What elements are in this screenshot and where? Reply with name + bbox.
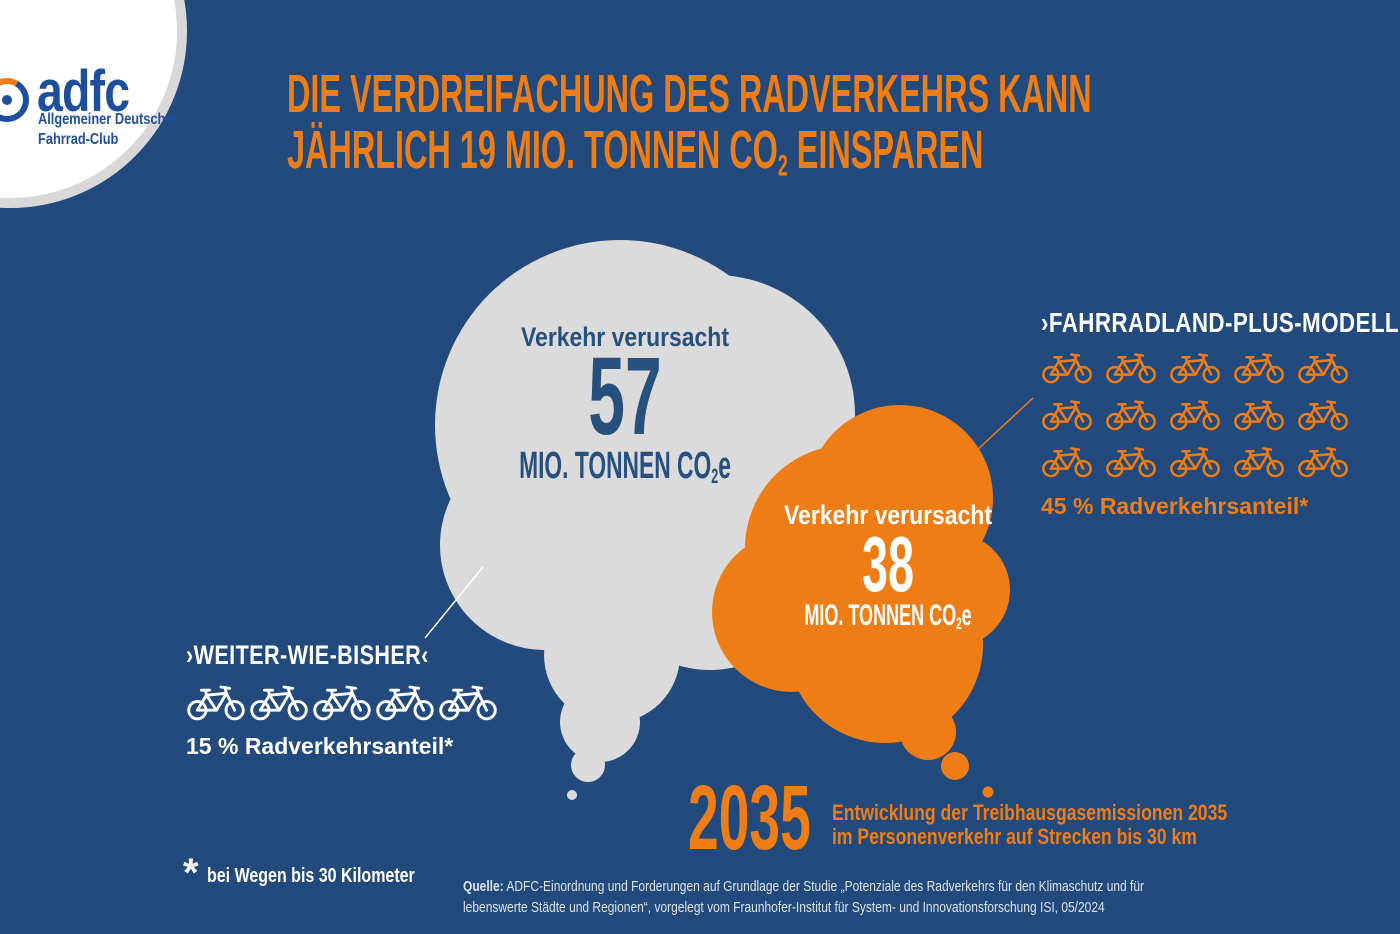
adfc-wordmark: adfc (37, 59, 130, 124)
baseline-unit-tail: e (718, 445, 731, 487)
adfc-subline-2: Fahrrad-Club (38, 131, 119, 148)
bicycle-icon (1106, 447, 1156, 478)
plus-unit: MIO. TONNEN CO2e (708, 599, 1068, 634)
bicycle-icon (1042, 447, 1092, 478)
plus-value: 38 (861, 520, 915, 608)
baseline-cloud-intro: Verkehr verursacht (521, 322, 729, 352)
bicycle-icon (1170, 353, 1220, 384)
baseline-share: 15 % Radverkehrsanteil* (186, 733, 454, 759)
orange-smoke-cloud (712, 405, 1010, 798)
baseline-unit-text: MIO. TONNEN CO (519, 445, 712, 487)
baseline-unit: MIO. TONNEN CO2e (445, 445, 805, 489)
source-line-1-text: ADFC-Einordnung und Forderungen auf Grun… (503, 878, 1145, 895)
adfc-subline-1: Allgemeiner Deutscher (38, 111, 178, 128)
headline-line-2-text: JÄHRLICH 19 MIO. TONNEN CO (287, 120, 778, 180)
footnote-asterisk: * (183, 851, 199, 895)
bicycle-icon (1042, 400, 1092, 431)
headline-line-2: JÄHRLICH 19 MIO. TONNEN CO2 EINSPAREN (287, 120, 984, 181)
gray-smoke-dot (567, 790, 577, 800)
headline-line-2-tail: EINSPAREN (787, 120, 984, 180)
baseline-value: 57 (588, 335, 662, 458)
adfc-logo-icon (0, 78, 29, 122)
baseline-co2-subscript: 2 (711, 465, 719, 489)
bicycle-icon (1106, 400, 1156, 431)
year-caption-line-2: im Personenverkehr auf Strecken bis 30 k… (832, 824, 1197, 849)
bicycle-icon (1234, 400, 1284, 431)
bicycle-icon (1106, 353, 1156, 384)
year-caption-line-1: Entwicklung der Treibhausgasemissionen 2… (832, 800, 1228, 825)
orange-smoke-dot (982, 786, 994, 798)
bicycle-icon (1234, 353, 1284, 384)
year-label: 2035 (688, 767, 811, 869)
connector-line-right (974, 397, 1034, 453)
source-note: Quelle: ADFC-Einordnung und Forderungen … (463, 876, 1144, 918)
plus-share: 45 % Radverkehrsanteil* (1041, 493, 1309, 519)
bicycle-icon (1298, 447, 1348, 478)
bicycle-icon (1170, 447, 1220, 478)
bicycle-icon (1298, 400, 1348, 431)
source-line-1: Quelle: ADFC-Einordnung und Forderungen … (463, 876, 1144, 897)
baseline-bikes-row (186, 682, 498, 722)
footnote-text: bei Wegen bis 30 Kilometer (207, 865, 415, 887)
bicycle-icon (313, 685, 371, 721)
source-line-2: lebenswerte Städte und Regionen“, vorgel… (463, 899, 1105, 916)
plus-label: ›FAHRRADLAND-PLUS-MODELL‹ (1041, 307, 1400, 338)
plus-bikes-grid (1041, 350, 1361, 479)
plus-unit-tail: e (961, 599, 972, 632)
bicycle-icon (1042, 353, 1092, 384)
bicycle-icon (1234, 447, 1284, 478)
bicycle-icon (376, 685, 434, 721)
year-caption: Entwicklung der Treibhausgasemissionen 2… (832, 801, 1227, 849)
plus-cloud-intro: Verkehr verursacht (784, 500, 992, 530)
bicycle-icon (1170, 400, 1220, 431)
bicycle-icon (250, 685, 308, 721)
plus-unit-text: MIO. TONNEN CO (804, 599, 957, 632)
plus-co2-subscript: 2 (956, 615, 962, 634)
bicycle-icon (1298, 353, 1348, 384)
headline-line-1: DIE VERDREIFACHUNG DES RADVERKEHRS KANN (287, 64, 1092, 124)
headline-co2-subscript: 2 (777, 149, 788, 183)
source-label: Quelle: (463, 878, 504, 895)
bicycle-icon (187, 685, 245, 721)
connector-line-left (424, 566, 484, 639)
bicycle-icon (439, 685, 497, 721)
baseline-label: ›WEITER-WIE-BISHER‹ (186, 640, 429, 670)
